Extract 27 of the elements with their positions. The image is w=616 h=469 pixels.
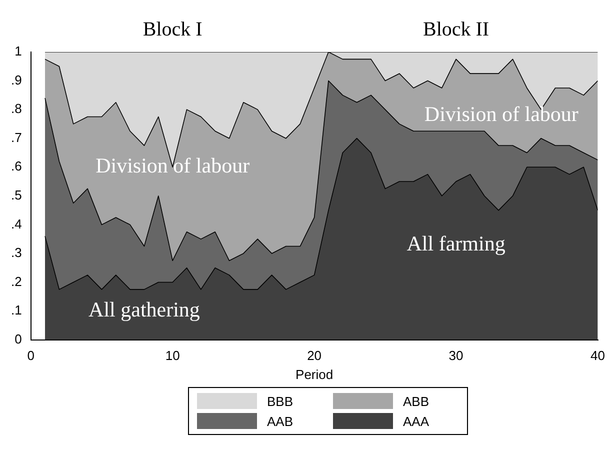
y-tick-label: .7 [11,130,22,145]
x-axis-title: Period [296,366,334,382]
y-tick-label: .9 [11,72,22,88]
legend-label: AAB [267,414,294,428]
y-tick-label: .6 [11,158,22,174]
x-tick-label: 40 [590,348,606,364]
y-tick-label: .3 [11,245,22,260]
annotation: Division of labour [96,154,250,178]
y-tick-label: .1 [11,302,22,318]
text: Block I [142,18,202,40]
x-tick-label: 10 [165,348,180,364]
y-tick-label: .8 [11,101,22,116]
y-tick-label: 1 [14,44,22,59]
text: Block II [422,18,490,40]
y-tick-label: .2 [11,274,22,289]
legend-label: BBB [267,394,294,408]
y-tick-label: .4 [11,216,22,232]
x-tick-label: 0 [27,348,34,364]
annotation: All farming [406,231,506,256]
x-tick-label: 20 [307,348,322,364]
legend-label: AAA [403,414,430,428]
legend-label: ABB [403,394,430,408]
y-tick-label: 0 [14,331,22,346]
y-tick-label: .5 [11,187,22,202]
x-tick-label: 30 [448,348,464,364]
annotation: Division of labour [424,102,578,126]
annotation: All gathering [88,298,200,322]
